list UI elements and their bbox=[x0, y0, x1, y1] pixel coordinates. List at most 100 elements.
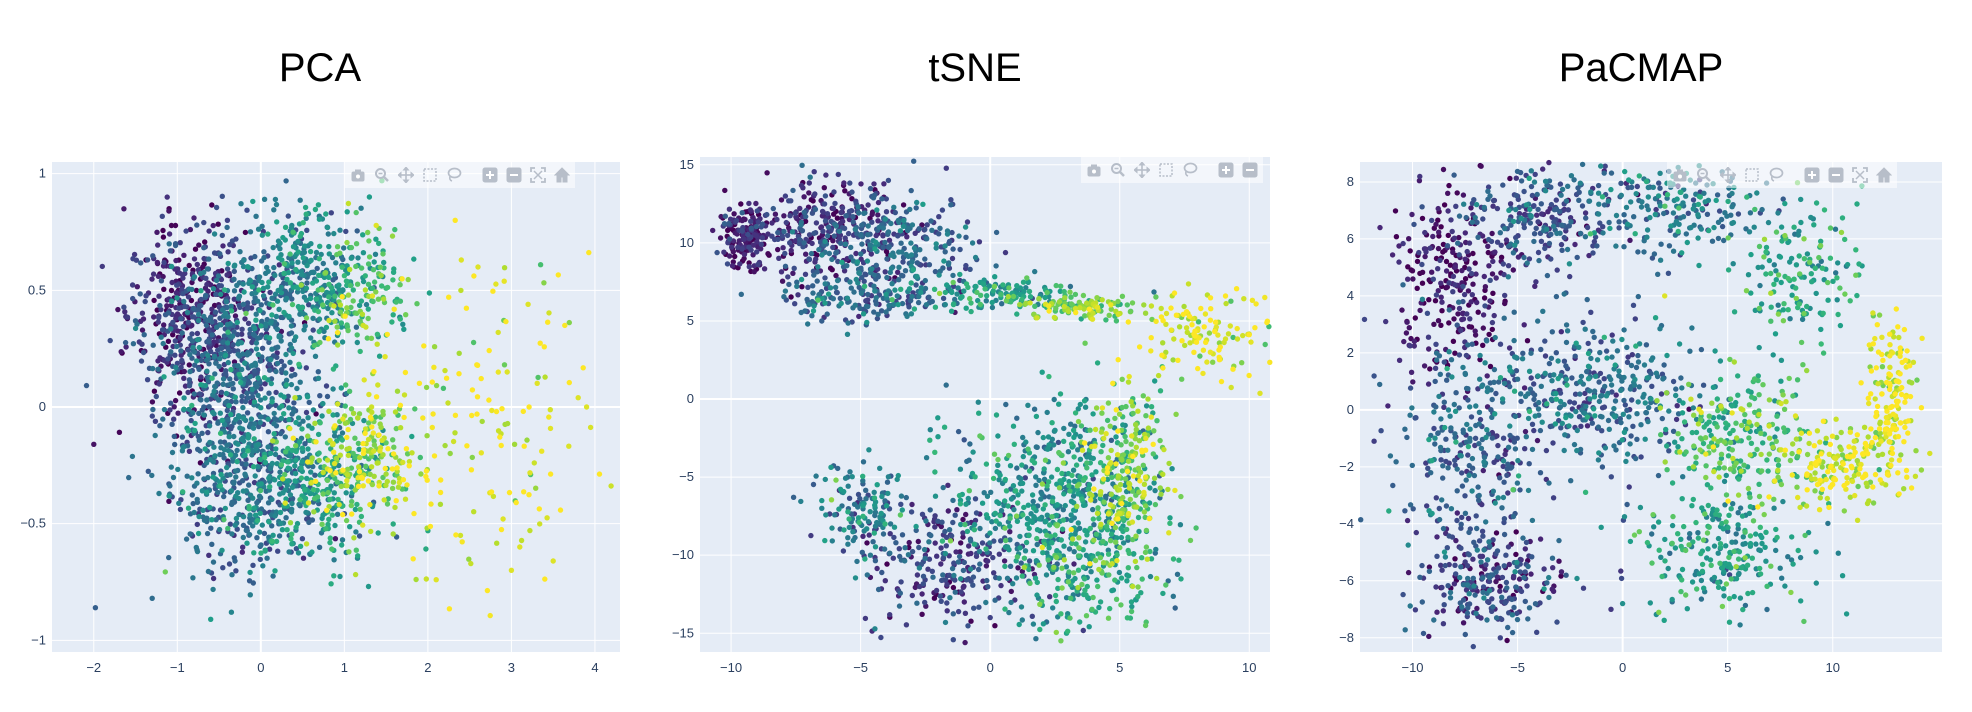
data-point bbox=[259, 345, 266, 351]
reset-axes-icon[interactable] bbox=[553, 166, 571, 184]
data-point bbox=[958, 589, 964, 595]
data-point bbox=[257, 556, 263, 563]
data-point bbox=[963, 577, 970, 583]
data-point bbox=[232, 468, 239, 474]
data-point bbox=[916, 544, 922, 551]
data-point bbox=[284, 482, 290, 489]
scatter-plot-pca[interactable]: −2 −1 0 1 2 3 4−1−0.500.51 bbox=[0, 0, 640, 712]
data-point bbox=[845, 535, 851, 541]
data-point bbox=[243, 310, 249, 317]
data-point bbox=[875, 218, 881, 224]
data-point bbox=[819, 318, 825, 324]
data-point bbox=[273, 389, 279, 396]
data-point bbox=[885, 490, 891, 497]
data-point bbox=[856, 519, 862, 526]
data-point bbox=[882, 578, 888, 584]
data-point bbox=[260, 293, 267, 299]
pan-icon[interactable] bbox=[397, 166, 415, 184]
data-point bbox=[138, 358, 145, 364]
data-point bbox=[1125, 573, 1132, 579]
data-point bbox=[1071, 454, 1077, 460]
data-point bbox=[1091, 522, 1097, 528]
data-point bbox=[181, 406, 187, 412]
data-point bbox=[400, 477, 407, 483]
data-point bbox=[247, 326, 253, 333]
data-point bbox=[775, 246, 781, 253]
data-point bbox=[116, 429, 123, 435]
data-point bbox=[896, 264, 902, 270]
data-point bbox=[221, 516, 227, 523]
data-point bbox=[206, 228, 212, 234]
data-point bbox=[813, 220, 820, 226]
data-point bbox=[281, 363, 287, 369]
data-point bbox=[303, 215, 309, 221]
box-select-icon[interactable] bbox=[421, 166, 439, 184]
data-point bbox=[908, 252, 915, 258]
data-point bbox=[1049, 540, 1055, 546]
zoom-out-icon[interactable] bbox=[505, 166, 523, 184]
lasso-select-icon[interactable] bbox=[445, 166, 463, 184]
zoom-in-icon[interactable] bbox=[481, 166, 499, 184]
data-point bbox=[352, 487, 358, 493]
data-point bbox=[1140, 462, 1146, 468]
data-point bbox=[355, 483, 362, 489]
data-point bbox=[238, 379, 244, 386]
data-point bbox=[236, 414, 242, 420]
data-point bbox=[210, 474, 216, 480]
data-point bbox=[384, 501, 391, 507]
data-point bbox=[255, 335, 261, 341]
data-point bbox=[349, 498, 355, 505]
data-point bbox=[1125, 565, 1131, 571]
data-point bbox=[1072, 291, 1079, 298]
data-point bbox=[255, 441, 262, 448]
data-point bbox=[1143, 413, 1149, 419]
data-point bbox=[197, 448, 203, 454]
data-point bbox=[1113, 539, 1119, 545]
data-point bbox=[359, 311, 366, 317]
camera-icon[interactable] bbox=[349, 166, 367, 184]
data-point bbox=[173, 290, 180, 296]
data-point bbox=[190, 500, 196, 507]
data-point bbox=[1086, 482, 1093, 488]
data-point bbox=[286, 416, 292, 423]
data-point bbox=[401, 392, 408, 398]
data-point bbox=[185, 319, 191, 326]
data-point bbox=[890, 555, 896, 561]
data-point bbox=[1143, 527, 1150, 534]
data-point bbox=[829, 256, 835, 263]
data-point bbox=[525, 301, 531, 307]
data-point bbox=[874, 315, 881, 322]
data-point bbox=[1019, 462, 1025, 468]
data-point bbox=[989, 304, 996, 311]
data-point bbox=[924, 236, 930, 242]
data-point bbox=[805, 284, 811, 290]
data-point bbox=[393, 425, 399, 432]
data-point bbox=[1017, 533, 1023, 540]
data-point bbox=[956, 233, 962, 239]
data-point bbox=[331, 449, 337, 455]
data-point bbox=[324, 393, 331, 400]
data-point bbox=[1053, 554, 1060, 561]
data-point bbox=[384, 331, 390, 338]
data-point bbox=[845, 483, 851, 489]
data-point bbox=[297, 496, 303, 503]
data-point bbox=[1010, 581, 1016, 587]
data-point bbox=[266, 390, 272, 396]
data-point bbox=[218, 283, 224, 289]
data-point bbox=[365, 478, 372, 484]
zoom-icon[interactable] bbox=[373, 166, 391, 184]
data-point bbox=[304, 227, 310, 233]
data-point bbox=[365, 229, 371, 236]
data-point bbox=[334, 412, 340, 418]
data-point bbox=[257, 307, 263, 314]
x-tick-label: 4 bbox=[591, 660, 598, 675]
data-point bbox=[956, 553, 963, 560]
data-point bbox=[273, 402, 279, 409]
data-point bbox=[958, 576, 964, 582]
data-point bbox=[271, 415, 278, 422]
autoscale-icon[interactable] bbox=[529, 166, 547, 184]
data-point bbox=[1036, 477, 1042, 484]
data-point bbox=[289, 541, 295, 547]
data-point bbox=[782, 288, 789, 294]
